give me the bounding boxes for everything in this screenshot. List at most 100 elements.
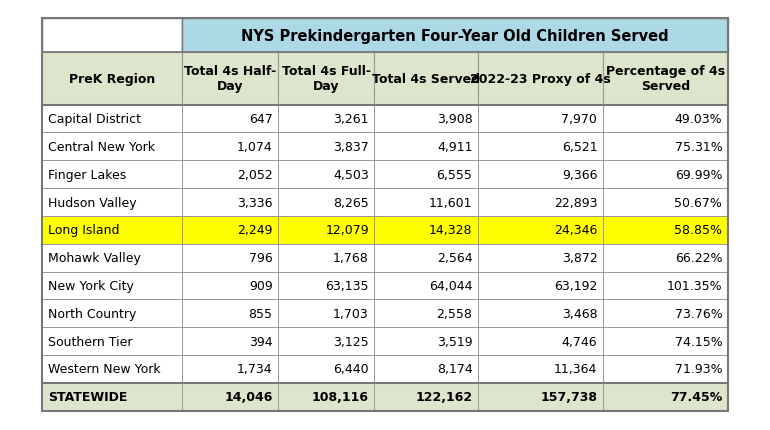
Bar	[182, 355, 278, 383]
Text: 1,768: 1,768	[333, 252, 369, 264]
Text: 8,174: 8,174	[437, 362, 473, 375]
Bar	[603, 161, 728, 189]
Text: 2022-23 Proxy of 4s: 2022-23 Proxy of 4s	[470, 73, 611, 86]
Bar	[278, 355, 374, 383]
Bar	[278, 105, 374, 133]
Text: 58.85%: 58.85%	[675, 224, 722, 237]
Text: 75.31%: 75.31%	[675, 141, 722, 154]
Text: 855: 855	[249, 307, 273, 320]
Bar	[374, 161, 478, 189]
Bar	[374, 105, 478, 133]
Text: 4,746: 4,746	[561, 335, 598, 348]
Text: 4,911: 4,911	[437, 141, 473, 154]
Text: 50.67%: 50.67%	[675, 196, 722, 209]
Text: 74.15%: 74.15%	[675, 335, 722, 348]
Bar	[182, 19, 728, 52]
Text: 14,046: 14,046	[224, 390, 273, 403]
Bar	[478, 300, 603, 327]
Bar	[374, 52, 478, 105]
Bar	[42, 383, 182, 411]
Text: 24,346: 24,346	[554, 224, 598, 237]
Bar	[603, 105, 728, 133]
Bar	[42, 133, 182, 161]
Text: 1,734: 1,734	[237, 362, 273, 375]
Text: 796: 796	[249, 252, 273, 264]
Bar	[478, 216, 603, 244]
Bar	[42, 105, 182, 133]
Text: Long Island: Long Island	[48, 224, 119, 237]
Bar	[478, 133, 603, 161]
Bar	[374, 189, 478, 216]
Bar	[278, 52, 374, 105]
Text: 11,364: 11,364	[554, 362, 598, 375]
Bar	[603, 216, 728, 244]
Text: 8,265: 8,265	[333, 196, 369, 209]
Text: 157,738: 157,738	[541, 390, 598, 403]
Text: 49.03%: 49.03%	[675, 113, 722, 126]
Text: 3,125: 3,125	[333, 335, 369, 348]
Text: 3,837: 3,837	[333, 141, 369, 154]
Text: NYS Prekindergarten Four-Year Old Children Served: NYS Prekindergarten Four-Year Old Childr…	[241, 28, 668, 43]
Bar	[278, 161, 374, 189]
Bar	[478, 161, 603, 189]
Bar	[478, 52, 603, 105]
Bar	[182, 161, 278, 189]
Text: 3,908: 3,908	[437, 113, 473, 126]
Bar	[182, 133, 278, 161]
Bar	[478, 244, 603, 272]
Bar	[374, 355, 478, 383]
Text: New York City: New York City	[48, 280, 134, 292]
Text: 11,601: 11,601	[429, 196, 473, 209]
Bar	[603, 355, 728, 383]
Bar	[42, 19, 728, 411]
Text: Mohawk Valley: Mohawk Valley	[48, 252, 141, 264]
Text: 909: 909	[249, 280, 273, 292]
Text: North Country: North Country	[48, 307, 136, 320]
Bar	[603, 383, 728, 411]
Text: Southern Tier: Southern Tier	[48, 335, 132, 348]
Text: 3,872: 3,872	[561, 252, 598, 264]
Text: PreK Region: PreK Region	[69, 73, 155, 86]
Bar	[42, 300, 182, 327]
Text: 6,440: 6,440	[333, 362, 369, 375]
Bar	[182, 105, 278, 133]
Bar	[42, 272, 182, 300]
Text: 4,503: 4,503	[333, 168, 369, 181]
Bar	[42, 244, 182, 272]
Text: 3,336: 3,336	[237, 196, 273, 209]
Text: 22,893: 22,893	[554, 196, 598, 209]
Bar	[603, 189, 728, 216]
Bar	[374, 244, 478, 272]
Bar	[42, 216, 182, 244]
Bar	[374, 327, 478, 355]
Text: Total 4s Served: Total 4s Served	[372, 73, 480, 86]
Text: 6,555: 6,555	[437, 168, 473, 181]
Text: 122,162: 122,162	[415, 390, 473, 403]
Bar	[182, 383, 278, 411]
Bar	[278, 133, 374, 161]
Text: 63,135: 63,135	[326, 280, 369, 292]
Bar	[603, 133, 728, 161]
Text: 1,703: 1,703	[333, 307, 369, 320]
Text: 2,052: 2,052	[237, 168, 273, 181]
Bar	[374, 383, 478, 411]
Text: Capital District: Capital District	[48, 113, 141, 126]
Bar	[42, 355, 182, 383]
Bar	[278, 272, 374, 300]
Text: 64,044: 64,044	[429, 280, 473, 292]
Bar	[278, 216, 374, 244]
Text: 77.45%: 77.45%	[670, 390, 722, 403]
Bar	[42, 161, 182, 189]
Bar	[603, 272, 728, 300]
Bar	[182, 216, 278, 244]
Text: 71.93%: 71.93%	[675, 362, 722, 375]
Text: Finger Lakes: Finger Lakes	[48, 168, 126, 181]
Bar	[182, 52, 278, 105]
Bar	[478, 272, 603, 300]
Text: Percentage of 4s
Served: Percentage of 4s Served	[606, 65, 725, 93]
Bar	[603, 327, 728, 355]
Bar	[478, 189, 603, 216]
Text: 2,249: 2,249	[237, 224, 273, 237]
Text: Central New York: Central New York	[48, 141, 155, 154]
Text: Total 4s Half-
Day: Total 4s Half- Day	[183, 65, 276, 93]
